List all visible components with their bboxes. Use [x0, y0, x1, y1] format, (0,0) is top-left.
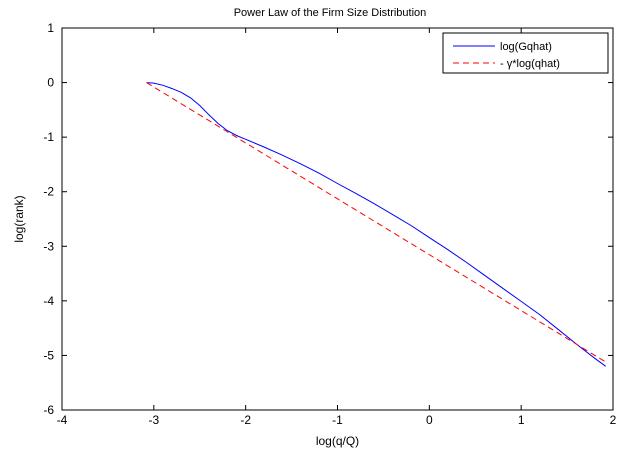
series-line-1 [146, 82, 606, 367]
y-tick-label: -1 [43, 130, 54, 144]
legend-label-2: - γ*log(qhat) [500, 58, 560, 70]
y-tick-label: -4 [43, 294, 54, 308]
x-axis-ticks: -4 -3 -2 -1 0 1 2 [57, 28, 617, 427]
y-axis-ticks: 1 0 -1 -2 -3 -4 -5 -6 [43, 21, 613, 417]
y-tick-label: 0 [47, 76, 54, 90]
legend: log(Gqhat) - γ*log(qhat) [442, 32, 609, 74]
x-tick-label: -1 [332, 413, 343, 427]
chart-title: Power Law of the Firm Size Distribution [234, 7, 427, 19]
x-tick-label: 1 [518, 413, 525, 427]
legend-box [442, 32, 609, 74]
x-axis-label: log(q/Q) [316, 434, 359, 448]
x-tick-label: -4 [57, 413, 68, 427]
legend-label-1: log(Gqhat) [500, 41, 552, 53]
y-tick-label: 1 [47, 21, 54, 35]
x-tick-label: 0 [426, 413, 433, 427]
series-layer [146, 82, 606, 367]
x-tick-label: 2 [610, 413, 617, 427]
y-tick-label: -3 [43, 239, 54, 253]
x-tick-label: -3 [148, 413, 159, 427]
y-tick-label: -2 [43, 185, 54, 199]
y-tick-label: -5 [43, 348, 54, 362]
y-axis-label: log(rank) [12, 195, 26, 242]
x-tick-label: -2 [240, 413, 251, 427]
y-tick-label: -6 [43, 403, 54, 417]
